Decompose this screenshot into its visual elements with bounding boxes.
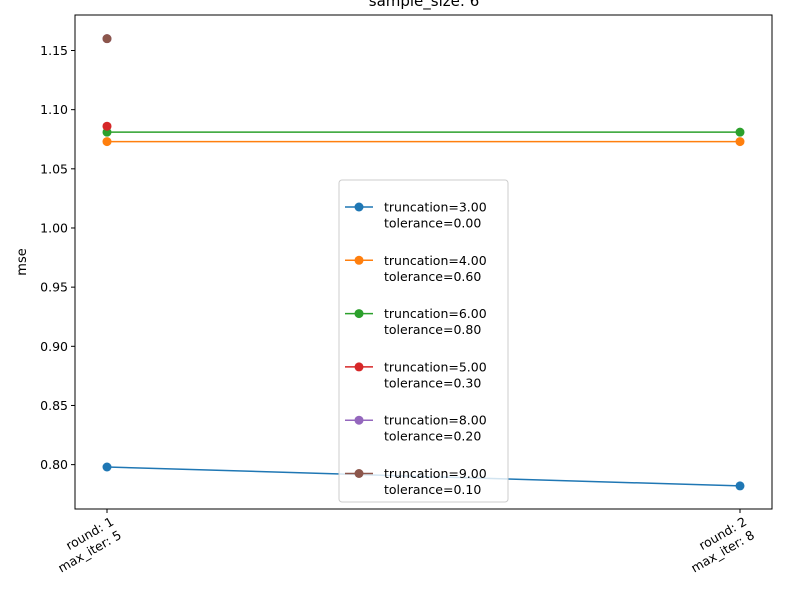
legend-label: truncation=9.00 [384,466,487,481]
legend-label: truncation=5.00 [384,359,487,374]
legend-label: truncation=6.00 [384,306,487,321]
data-point [102,121,112,131]
series-2 [102,137,745,147]
y-tick-label: 0.90 [40,339,68,354]
legend-marker [354,415,364,425]
data-point [735,127,745,137]
y-tick-label: 1.05 [40,161,68,176]
legend-label: truncation=3.00 [384,200,487,215]
y-axis-label: mse [15,248,30,275]
data-point [102,462,112,472]
legend-marker [354,362,364,372]
legend-box [338,179,509,503]
data-point [735,137,745,147]
legend-label: tolerance=0.10 [384,482,481,497]
series-3 [102,127,745,137]
y-tick-label: 0.95 [40,280,68,295]
legend-label: tolerance=0.80 [384,322,481,337]
legend-marker [354,469,364,478]
legend-marker [354,202,364,212]
series-4 [102,121,112,131]
chart-title: sample_size: 6 [369,0,480,11]
legend-label: tolerance=0.60 [384,269,481,284]
y-axis: 0.80 0.85 0.90 0.95 1.00 1.05 1.10 1.15 [40,43,75,472]
y-tick-label: 0.85 [40,398,68,413]
plot-frame [74,14,773,510]
legend-label: tolerance=0.30 [384,375,481,390]
legend-label: tolerance=0.20 [384,429,481,444]
legend-label: truncation=8.00 [384,413,487,428]
legend: truncation=3.00tolerance=0.00truncation=… [338,179,509,503]
legend-marker [354,309,364,319]
data-point [735,481,745,491]
y-tick-label: 1.00 [40,220,68,235]
legend-label: tolerance=0.00 [384,216,481,231]
data-point [102,34,112,44]
legend-marker [354,255,364,265]
series-6 [102,34,112,44]
data-point [102,137,112,147]
legend-label: truncation=4.00 [384,253,487,268]
y-tick-label: 0.80 [40,457,68,472]
y-tick-label: 1.15 [40,43,68,58]
y-tick-label: 1.10 [40,102,68,117]
